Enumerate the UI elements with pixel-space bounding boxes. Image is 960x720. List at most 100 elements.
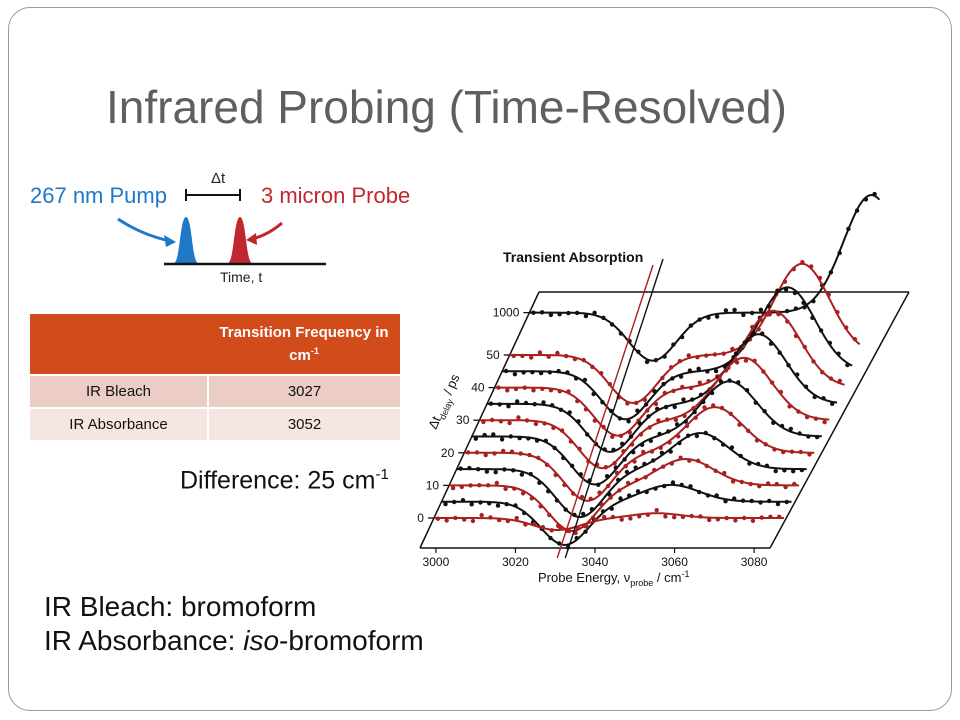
trace-point xyxy=(494,480,499,486)
trace-point xyxy=(504,502,509,507)
trace-point xyxy=(643,402,649,407)
trace-point xyxy=(705,369,710,374)
trace-point xyxy=(679,482,684,488)
table-cell-label: IR Absorbance xyxy=(30,407,209,440)
trace-point xyxy=(618,331,624,336)
trace-point xyxy=(733,518,738,523)
trace-point xyxy=(799,467,805,473)
trace-point xyxy=(617,416,623,421)
trace-point xyxy=(698,392,704,397)
trace-point xyxy=(783,287,789,292)
trace-point xyxy=(474,450,480,455)
probe-arrowhead xyxy=(246,233,257,245)
trace-point xyxy=(459,484,464,490)
trace-point xyxy=(485,483,491,488)
trace-point xyxy=(518,451,523,456)
trace-point xyxy=(771,420,776,425)
trace-point xyxy=(670,376,675,381)
x-axis-label-unit: / cm xyxy=(653,570,681,585)
trace-point xyxy=(639,442,645,447)
trace-point xyxy=(622,457,627,462)
trace-point xyxy=(611,447,616,452)
trace-point xyxy=(686,433,691,438)
trace-point xyxy=(756,461,761,467)
x-axis-label: Probe Energy, νprobe / cm-1 xyxy=(538,569,689,588)
trace-point xyxy=(744,388,750,393)
trace-point xyxy=(460,498,466,503)
trace-point xyxy=(830,401,835,406)
trace-point xyxy=(765,481,771,486)
trace-point xyxy=(569,463,575,468)
trace-point xyxy=(656,418,661,423)
trace-point xyxy=(635,489,641,494)
trace-point xyxy=(732,496,737,501)
trace-point xyxy=(566,310,571,316)
trace-point xyxy=(511,353,516,359)
trace-point xyxy=(577,446,582,451)
trace-point xyxy=(522,510,527,516)
trace-point xyxy=(645,408,650,413)
trace-point xyxy=(607,492,612,497)
trace-point xyxy=(813,416,819,421)
trace-point xyxy=(623,464,628,469)
trace-point xyxy=(662,390,667,396)
trace-point xyxy=(634,400,639,406)
trace-point xyxy=(863,197,869,202)
trace-point xyxy=(549,528,554,533)
trace-point xyxy=(757,484,762,489)
trace-point xyxy=(538,504,543,509)
y-axis-label-unit: / ps xyxy=(439,371,463,400)
trace-point xyxy=(676,434,681,439)
trace-point xyxy=(743,358,749,363)
trace-point xyxy=(679,334,685,340)
trace-point xyxy=(672,404,677,410)
trace-point xyxy=(791,469,796,474)
trace-point xyxy=(779,423,785,429)
trace-point xyxy=(719,405,725,411)
trace-point xyxy=(697,380,702,385)
trace-point xyxy=(793,306,799,311)
trace-point xyxy=(788,426,793,432)
trace-point xyxy=(669,461,674,466)
trace-point xyxy=(653,486,658,491)
pump-label: 267 nm Pump xyxy=(30,183,167,208)
trace-point xyxy=(634,477,639,483)
trace-point xyxy=(489,417,495,423)
trace-point xyxy=(729,445,735,450)
trace-point xyxy=(677,440,682,446)
trace-line xyxy=(487,333,838,453)
trace-point xyxy=(529,355,534,360)
trace-point xyxy=(820,370,825,375)
trace-point xyxy=(762,409,767,414)
trace-point xyxy=(550,403,555,408)
trace-point xyxy=(578,472,583,477)
trace-point xyxy=(742,515,747,521)
trace-point xyxy=(547,370,553,375)
x-tick-label: 3000 xyxy=(423,555,450,569)
trace-point xyxy=(792,290,798,296)
trace-point xyxy=(753,400,758,405)
trace-point xyxy=(802,344,807,350)
trace-point xyxy=(781,449,786,455)
trace-point xyxy=(761,369,766,374)
trace-point xyxy=(696,366,701,371)
trace-point xyxy=(470,518,476,524)
trace-point xyxy=(453,515,458,521)
trace-point xyxy=(835,310,840,315)
trace-point xyxy=(524,418,530,423)
trace-point xyxy=(565,370,570,375)
trace-point xyxy=(778,389,784,395)
trace-point xyxy=(730,479,736,484)
trace-point xyxy=(826,292,831,297)
table-row: IR Bleach 3027 xyxy=(30,374,400,408)
trace-point xyxy=(704,463,709,469)
trace-point xyxy=(706,315,711,320)
trace-point xyxy=(509,449,515,454)
trace-point xyxy=(828,376,834,381)
trace-point xyxy=(689,513,694,519)
x-axis-label-main: Probe Energy, ν xyxy=(538,570,630,585)
trace-point xyxy=(583,529,588,534)
delay-tick-label: 50 xyxy=(486,348,500,362)
trace-point xyxy=(548,388,554,393)
trace-point xyxy=(791,267,796,272)
